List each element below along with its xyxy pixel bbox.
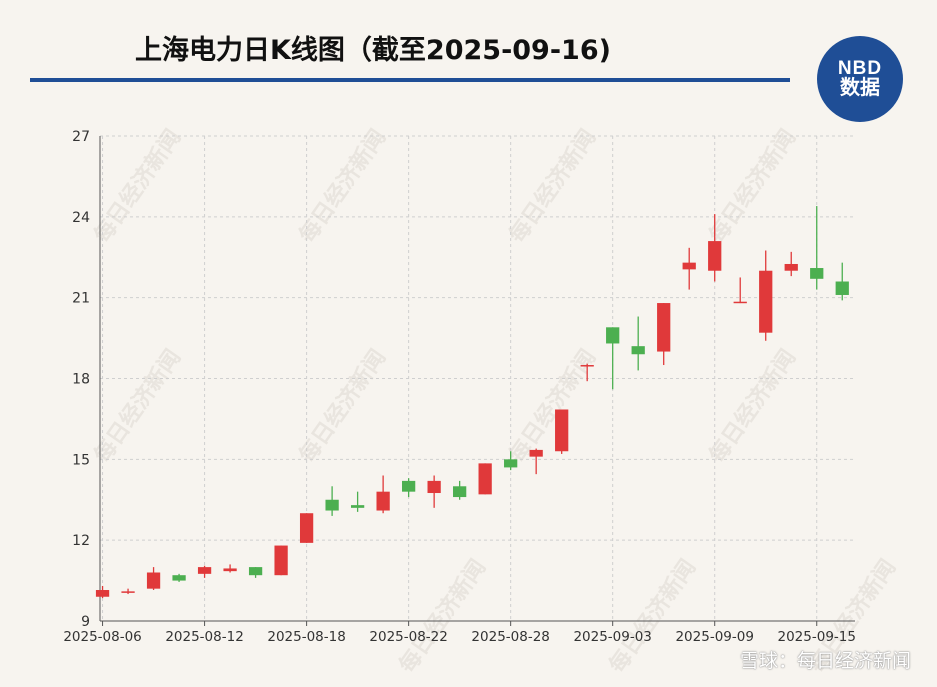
candle: [529, 448, 543, 475]
candle-body: [606, 327, 620, 344]
candle: [835, 262, 849, 301]
candle-body: [555, 409, 569, 452]
candle: [248, 567, 263, 578]
candle-body: [376, 491, 390, 511]
candle: [197, 565, 212, 578]
y-tick-label: 24: [72, 210, 90, 226]
candle: [555, 409, 569, 454]
candle-body: [708, 241, 722, 271]
candle: [121, 588, 135, 595]
candle-body: [172, 575, 186, 581]
candle-body: [733, 301, 747, 304]
x-tick-label: 2025-09-03: [573, 629, 651, 645]
candle: [95, 585, 110, 599]
chart-axes: 9 12 15 18 21 24 27 2025-08-06 2025-08-12 2025-08…: [63, 129, 856, 645]
candle: [350, 491, 365, 512]
candle: [478, 463, 492, 495]
candle-body: [427, 480, 441, 494]
logo-line-2: 数据: [840, 77, 880, 100]
candle-body: [810, 268, 824, 279]
y-tick-label: 12: [72, 533, 90, 549]
candle-body: [682, 262, 696, 270]
candle-body: [657, 303, 671, 352]
candle: [631, 316, 645, 371]
candle: [274, 545, 288, 576]
candle-body: [478, 463, 492, 495]
chart-candles: [95, 206, 849, 599]
candle-body: [274, 545, 288, 576]
y-tick-label: 9: [81, 614, 90, 630]
candle: [580, 363, 594, 382]
candle-body: [197, 567, 212, 574]
candle: [453, 480, 467, 500]
candle: [606, 327, 620, 390]
candle-body: [325, 499, 339, 511]
y-tick-label: 15: [72, 452, 90, 468]
candle-body: [350, 505, 365, 508]
candle: [376, 475, 390, 514]
candle: [504, 451, 518, 471]
x-tick-label: 2025-09-09: [675, 629, 753, 645]
x-tick-label: 2025-08-06: [63, 629, 141, 645]
logo-line-1: NBD: [837, 57, 883, 79]
candle: [784, 251, 798, 277]
x-tick-label: 2025-08-12: [165, 629, 243, 645]
candle-body: [784, 263, 798, 271]
candle: [733, 277, 747, 304]
candle: [299, 513, 314, 543]
candle-body: [759, 270, 773, 333]
candle-body: [835, 281, 849, 295]
x-tick-label: 2025-09-15: [778, 629, 856, 645]
candle-body: [580, 365, 594, 367]
candle: [427, 475, 441, 508]
candle: [402, 478, 416, 498]
candle-body: [248, 567, 263, 576]
candle-body: [146, 572, 161, 589]
x-tick-label: 2025-08-28: [471, 629, 549, 645]
x-tick-label: 2025-08-18: [267, 629, 345, 645]
candle: [810, 206, 824, 290]
y-tick-label: 27: [72, 129, 90, 145]
candle-body: [631, 346, 645, 355]
candle-body: [223, 568, 237, 572]
nbd-logo: NBD 数据: [817, 36, 903, 122]
candle: [657, 303, 671, 366]
candle: [172, 573, 186, 582]
candle: [146, 567, 161, 591]
candle-body: [299, 513, 314, 543]
candle-body: [504, 459, 518, 468]
candle-body: [95, 590, 110, 597]
candle-body: [453, 486, 467, 498]
y-tick-label: 21: [72, 291, 90, 307]
chart-grid: [100, 135, 855, 621]
candle: [759, 250, 773, 341]
candle-body: [529, 449, 543, 457]
candle: [682, 247, 696, 290]
footer-source: 雪球：每日经济新闻: [739, 650, 911, 672]
candle-body: [121, 591, 135, 593]
candle: [325, 486, 339, 516]
page-title: 上海电力日K线图（截至2025-09-16): [135, 35, 611, 66]
candle: [223, 564, 237, 573]
title-underline: [30, 78, 790, 82]
x-tick-label: 2025-08-22: [369, 629, 447, 645]
candle-body: [402, 480, 416, 492]
candle: [708, 214, 722, 282]
y-tick-label: 18: [72, 372, 90, 388]
